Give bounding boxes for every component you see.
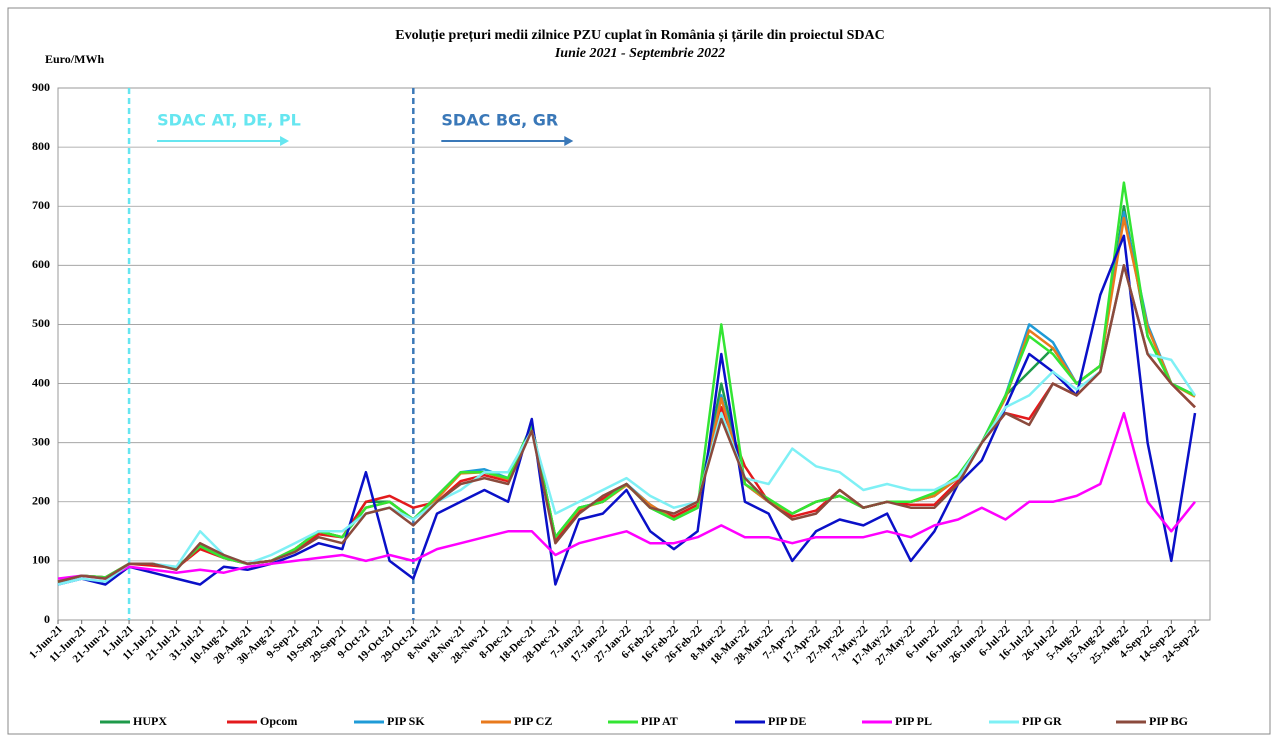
legend-label: PIP PL [895, 714, 932, 728]
y-tick-label: 400 [32, 375, 50, 389]
y-axis-label: Euro/MWh [45, 52, 104, 66]
legend-label: PIP BG [1149, 714, 1188, 728]
legend-label: PIP DE [768, 714, 806, 728]
legend-label: PIP AT [641, 714, 678, 728]
y-tick-label: 900 [32, 80, 50, 94]
legend-label: Opcom [260, 714, 297, 728]
plot-area [57, 87, 1211, 621]
y-tick-label: 600 [32, 257, 50, 271]
y-tick-label: 100 [32, 553, 50, 567]
y-tick-label: 800 [32, 139, 50, 153]
annotation-arrowhead [564, 136, 574, 146]
legend-label: PIP SK [387, 714, 425, 728]
legend-label: PIP GR [1022, 714, 1062, 728]
y-tick-label: 500 [32, 316, 50, 330]
series-line [57, 264, 1196, 583]
chart-subtitle: Iunie 2021 - Septembrie 2022 [554, 46, 725, 61]
y-tick-label: 0 [44, 612, 50, 626]
y-tick-label: 200 [32, 494, 50, 508]
y-tick-label: 300 [32, 434, 50, 448]
chart-title: Evoluție prețuri medii zilnice PZU cupla… [395, 28, 884, 43]
annotation-text: SDAC AT, DE, PL [157, 111, 301, 130]
annotation-text: SDAC BG, GR [441, 111, 558, 130]
series-line [57, 411, 1196, 580]
legend-label: PIP CZ [514, 714, 552, 728]
legend-label: HUPX [133, 714, 167, 728]
y-tick-label: 700 [32, 198, 50, 212]
annotation-arrowhead [280, 136, 290, 146]
